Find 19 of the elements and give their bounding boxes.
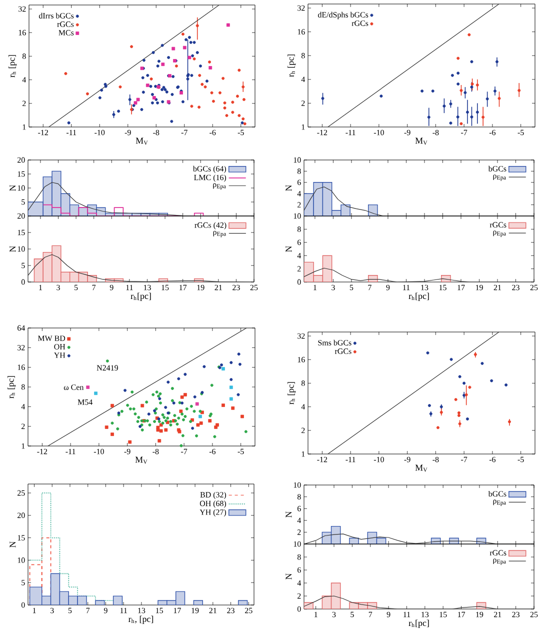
y-axis-title: N bbox=[286, 511, 292, 518]
x-axis-title: r$_{h}$[pc] bbox=[408, 620, 429, 628]
y-axis-title: N bbox=[286, 246, 292, 252]
x-axis-title: r$_{h}$[pc] bbox=[130, 292, 151, 301]
y-axis-title: N bbox=[10, 184, 16, 191]
y-axis-title: r$_{h}$ [pc] bbox=[288, 382, 296, 404]
x-axis-title: M$_{V}$ bbox=[415, 138, 428, 145]
x-axis-title: r$_{h}$, [pc] bbox=[128, 616, 154, 624]
x-axis-title: M$_{V}$ bbox=[415, 464, 428, 472]
y-axis-title: r$_{h}$ [pc] bbox=[8, 55, 17, 78]
y-axis-title: N bbox=[10, 541, 16, 548]
x-axis-title: M$_{V}$ bbox=[136, 138, 148, 145]
y-axis-title: N bbox=[10, 246, 16, 252]
x-axis-title: M$_{V}$ bbox=[135, 456, 148, 464]
x-axis-title: r$_{h}$[pc] bbox=[408, 292, 429, 301]
y-axis-title: r$_{h}$ [pc] bbox=[288, 54, 296, 77]
y-axis-title: r$_{h}$ [pc] bbox=[8, 376, 16, 398]
y-axis-title: N bbox=[286, 573, 292, 580]
y-axis-title: N bbox=[286, 184, 292, 191]
